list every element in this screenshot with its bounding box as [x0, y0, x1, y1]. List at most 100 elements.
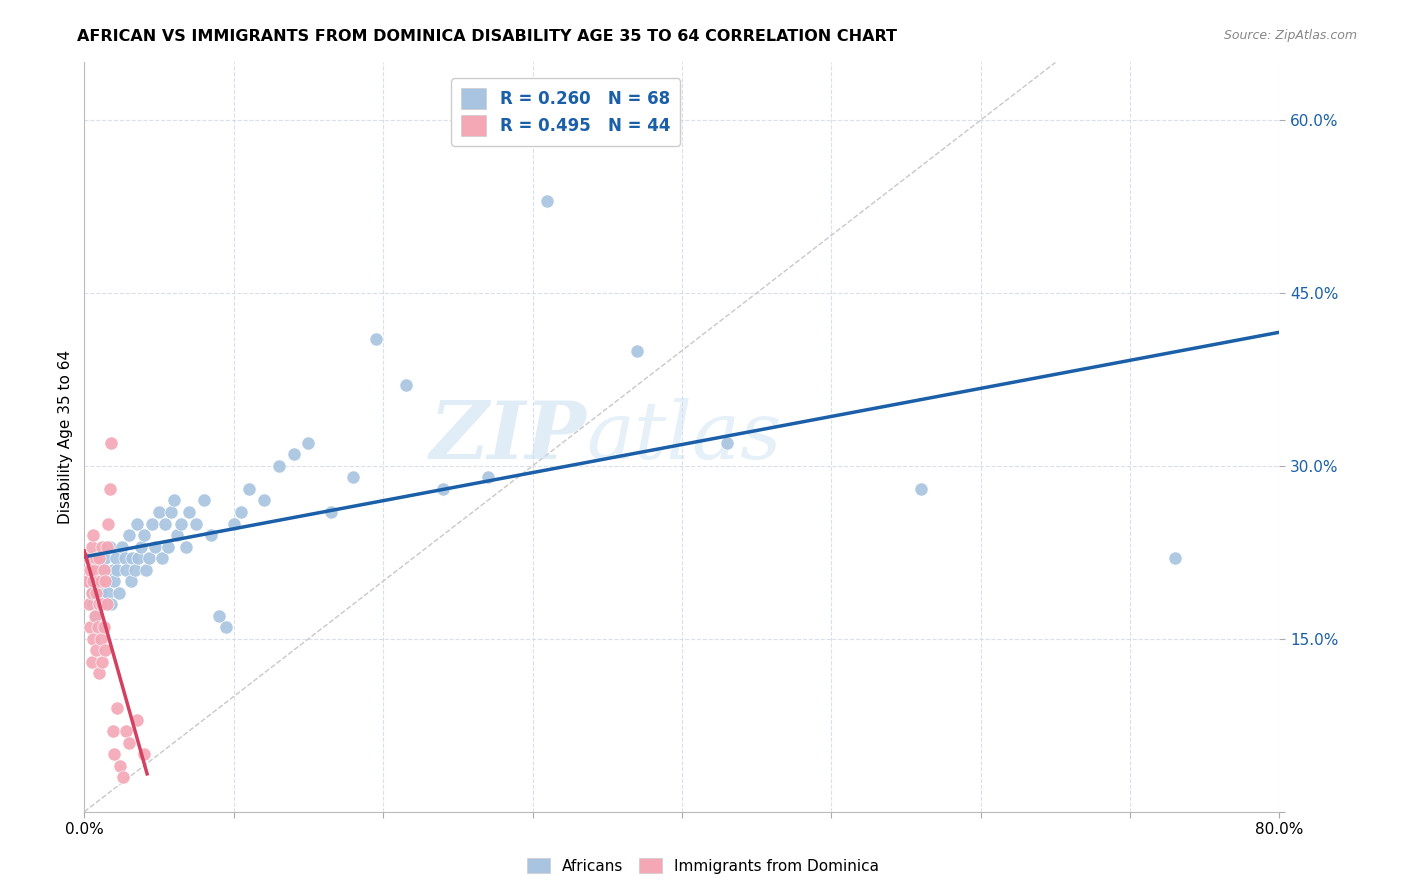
- Point: [89, 597, 111, 611]
- Point: [626, 343, 648, 358]
- Point: [105, 701, 128, 715]
- Point: [105, 563, 128, 577]
- Point: [79, 620, 101, 634]
- Point: [115, 724, 138, 739]
- Point: [82, 632, 104, 646]
- Point: [124, 563, 146, 577]
- Point: [77, 597, 100, 611]
- Point: [253, 493, 276, 508]
- Point: [86, 608, 108, 623]
- Point: [100, 435, 122, 450]
- Point: [115, 563, 138, 577]
- Point: [93, 620, 115, 634]
- Point: [267, 458, 290, 473]
- Point: [96, 574, 118, 589]
- Point: [200, 528, 222, 542]
- Point: [94, 643, 117, 657]
- Point: [91, 563, 114, 577]
- Point: [238, 482, 260, 496]
- Point: [103, 747, 125, 761]
- Point: [87, 574, 110, 589]
- Point: [112, 770, 135, 784]
- Point: [132, 528, 156, 542]
- Point: [910, 482, 932, 496]
- Point: [138, 551, 160, 566]
- Point: [121, 551, 143, 566]
- Point: [80, 585, 103, 599]
- Point: [177, 505, 200, 519]
- Point: [89, 574, 111, 589]
- Point: [319, 505, 342, 519]
- Point: [141, 516, 163, 531]
- Point: [432, 482, 454, 496]
- Point: [118, 528, 141, 542]
- Point: [132, 747, 156, 761]
- Legend: R = 0.260   N = 68, R = 0.495   N = 44: R = 0.260 N = 68, R = 0.495 N = 44: [451, 78, 681, 145]
- Point: [93, 597, 115, 611]
- Legend: Africans, Immigrants from Dominica: Africans, Immigrants from Dominica: [522, 852, 884, 880]
- Point: [125, 516, 148, 531]
- Point: [231, 505, 253, 519]
- Point: [82, 574, 104, 589]
- Point: [86, 643, 108, 657]
- Point: [222, 516, 245, 531]
- Point: [716, 435, 738, 450]
- Point: [101, 724, 124, 739]
- Point: [477, 470, 499, 484]
- Point: [170, 516, 193, 531]
- Point: [90, 585, 112, 599]
- Point: [160, 505, 183, 519]
- Point: [93, 563, 115, 577]
- Point: [394, 378, 416, 392]
- Point: [97, 516, 120, 531]
- Point: [77, 574, 100, 589]
- Point: [86, 585, 108, 599]
- Point: [127, 551, 149, 566]
- Text: AFRICAN VS IMMIGRANTS FROM DOMINICA DISABILITY AGE 35 TO 64 CORRELATION CHART: AFRICAN VS IMMIGRANTS FROM DOMINICA DISA…: [77, 29, 897, 44]
- Point: [297, 435, 319, 450]
- Point: [82, 597, 104, 611]
- Point: [364, 332, 387, 346]
- Point: [163, 493, 186, 508]
- Point: [111, 540, 134, 554]
- Point: [114, 551, 136, 566]
- Point: [91, 597, 114, 611]
- Point: [91, 655, 114, 669]
- Point: [83, 563, 105, 577]
- Point: [83, 563, 105, 577]
- Point: [157, 540, 180, 554]
- Point: [174, 540, 197, 554]
- Point: [215, 620, 238, 634]
- Point: [82, 528, 104, 542]
- Point: [186, 516, 208, 531]
- Point: [129, 540, 152, 554]
- Point: [79, 563, 101, 577]
- Point: [86, 551, 108, 566]
- Point: [90, 574, 112, 589]
- Point: [193, 493, 215, 508]
- Point: [143, 540, 166, 554]
- Y-axis label: Disability Age 35 to 64: Disability Age 35 to 64: [58, 350, 73, 524]
- Point: [153, 516, 176, 531]
- Point: [87, 551, 110, 566]
- Point: [87, 620, 110, 634]
- Text: Source: ZipAtlas.com: Source: ZipAtlas.com: [1223, 29, 1357, 42]
- Point: [77, 551, 100, 566]
- Point: [208, 608, 231, 623]
- Point: [103, 574, 125, 589]
- Point: [97, 585, 120, 599]
- Point: [125, 713, 148, 727]
- Point: [89, 551, 111, 566]
- Point: [120, 574, 142, 589]
- Point: [150, 551, 173, 566]
- Point: [107, 585, 129, 599]
- Point: [104, 551, 127, 566]
- Point: [1164, 551, 1187, 566]
- Point: [100, 597, 122, 611]
- Point: [80, 655, 103, 669]
- Point: [536, 194, 558, 208]
- Text: atlas: atlas: [586, 399, 782, 475]
- Point: [135, 563, 157, 577]
- Point: [80, 585, 103, 599]
- Point: [80, 540, 103, 554]
